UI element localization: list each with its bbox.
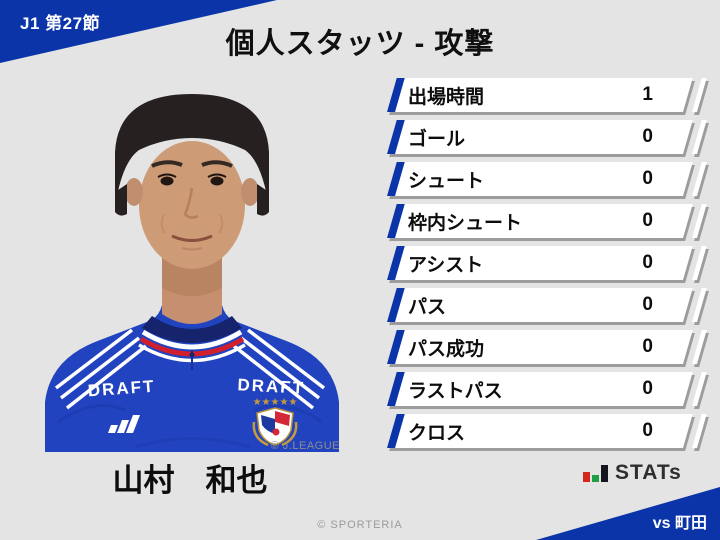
stat-value: 0 [642,420,653,441]
stat-row: パス成功 0 [387,330,693,364]
page-title: 個人スタッツ - 攻撃 [225,28,495,60]
left-eye [160,176,174,186]
shoulder-stripes-left [54,328,148,410]
right-eye [210,176,224,186]
jersey-sponsor-right: DRAFT [237,375,306,398]
stat-row: 枠内シュート 0 [387,204,693,238]
logo-bar-green-icon [592,475,599,482]
stat-value: 0 [642,126,653,147]
hair [115,94,269,207]
stat-value: 0 [642,336,653,357]
sporteria-credit: © SPORTERIA [317,519,403,531]
crest-stars: ★★★★★ [253,397,298,408]
adidas-logo [108,415,140,433]
stat-label: 出場時間 [408,86,485,108]
stat-label: ゴール [408,128,466,150]
stat-label: パス [408,296,447,318]
player-name: 山村 和也 [112,463,268,498]
stat-row: パス 0 [387,288,693,322]
opponent-wedge: vs 町田 [536,487,720,540]
collar [142,316,242,343]
stat-row: ゴール 0 [387,120,693,154]
shoulder-stripes-right [232,328,326,410]
stat-row: シュート 0 [387,162,693,196]
stat-label: 枠内シュート [408,212,523,234]
photo-credit: © J.LEAGUE [270,440,340,452]
stat-value: 0 [642,378,653,399]
stat-row: クロス 0 [387,414,693,448]
opponent-label: vs 町田 [652,515,707,532]
logo-bar-red-icon [583,472,590,482]
stats-list: 出場時間 1 ゴール 0 シュート 0 枠内シュート 0 [387,78,693,456]
face [139,141,245,269]
stat-value: 1 [642,84,653,105]
stats-logo: STATs [583,461,682,484]
stat-row: アシスト 0 [387,246,693,280]
stat-label: クロス [408,422,466,444]
stat-value: 0 [642,294,653,315]
player-photo: DRAFT DRAFT ★★★★★ [45,94,339,452]
jersey-sponsor-left: DRAFT [87,377,156,401]
mouth [171,234,213,242]
stat-label: アシスト [408,254,484,276]
club-crest: ★★★★★ [252,397,298,447]
stat-label: シュート [408,170,485,192]
stat-row: ラストパス 0 [387,372,693,406]
stat-value: 0 [642,252,653,273]
stat-label: ラストパス [408,380,503,402]
matchday-label: J1 第27節 [20,14,101,33]
stats-logo-text: STATs [615,461,682,484]
stat-value: 0 [642,210,653,231]
stat-row: 出場時間 1 [387,78,693,112]
logo-bar-dark-icon [601,465,608,482]
stat-label: パス成功 [408,338,485,360]
stat-value: 0 [642,168,653,189]
